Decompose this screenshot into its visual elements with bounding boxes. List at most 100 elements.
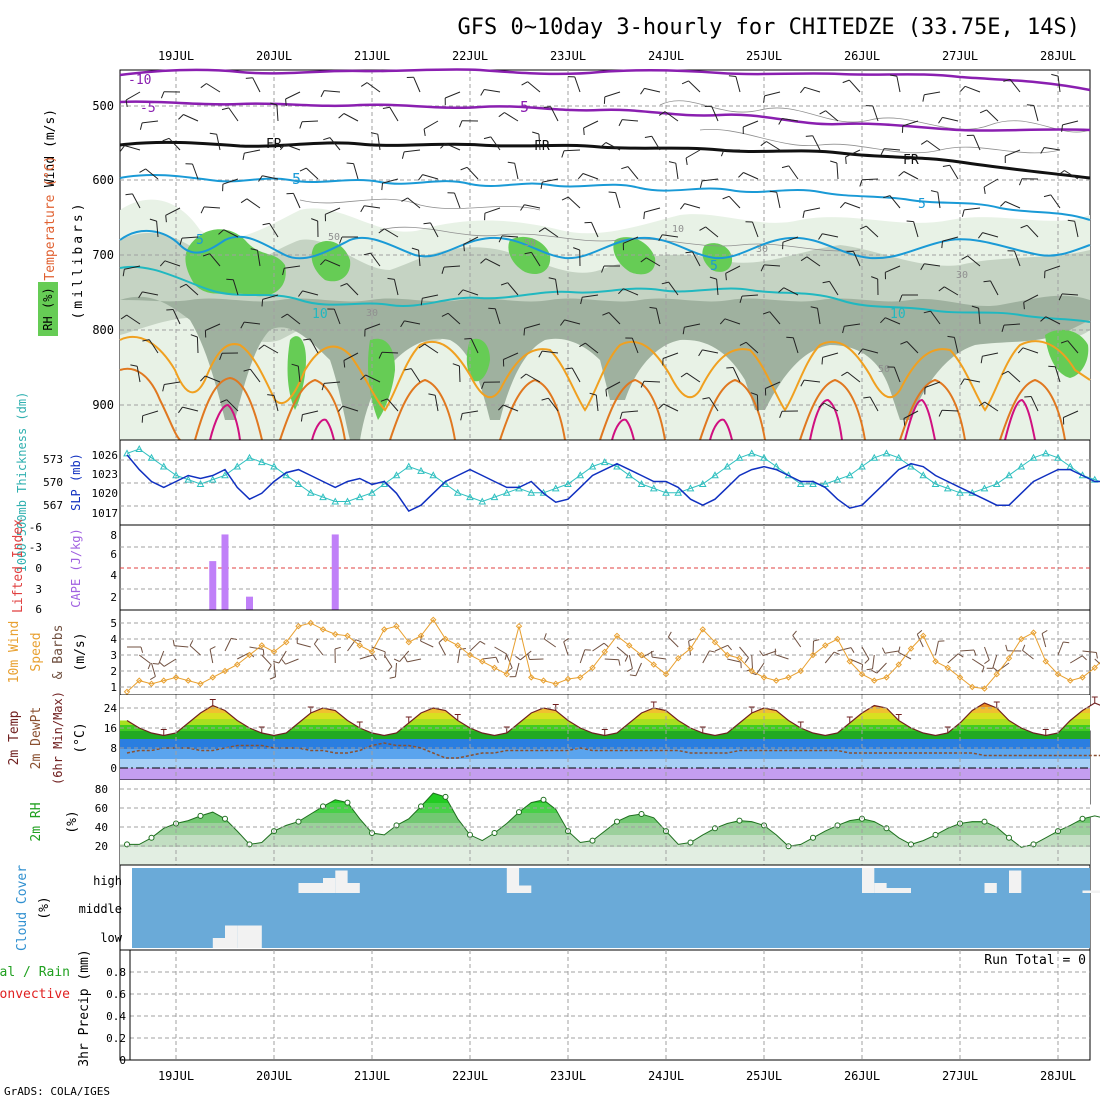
wind-barb-flag [992,667,999,672]
ylabel-thickness: 1000-500mb Thickness (dm) [15,392,29,573]
bottom-date-label: 23JUL [550,1069,586,1083]
upper-wind-barb-flag [728,75,736,77]
thickness-marker [245,453,254,461]
upper-wind-barb [287,313,301,325]
wind-speed-marker [711,638,719,646]
upper-wind-barb [454,192,461,209]
upper-wind-barb [555,279,559,296]
upper-wind-barb-flag [583,127,585,136]
thickness-marker [257,458,266,466]
upper-wind-barb-flag [979,109,987,114]
upper-wind-barb-flag [681,80,689,85]
wind-barb-flag [355,639,362,643]
upper-wind-barb [686,372,701,383]
upper-wind-barb-flag [1058,170,1065,176]
upper-wind-barb-flag [291,363,299,367]
upper-wind-barb [246,198,261,209]
upper-wind-barb-flag [960,378,965,386]
wind-barb [751,654,753,670]
upper-wind-barb [544,227,559,238]
upper-wind-barb [708,397,719,412]
upper-wind-barb [228,107,239,122]
upper-wind-barb-flag [480,258,487,264]
wind-barb-flag [792,630,797,636]
temp-ticks: 24 16 8 0 [104,702,118,775]
contour-label: 10 [312,307,328,322]
upper-wind-barb [986,109,999,122]
thickness-marker [674,488,683,496]
upper-wind-barb-flag [548,277,556,280]
upper-wind-barb-flag [618,119,623,127]
thickness-marker [723,462,732,470]
upper-wind-barb-flag [218,229,225,235]
wind-barb-flag [527,653,530,660]
upper-wind-barb [792,337,799,354]
upper-wind-barb [1023,294,1039,303]
upper-wind-barb-flag [947,335,955,338]
wind-speed-marker [773,677,780,684]
upper-wind-barb [884,148,901,151]
upper-wind-barb [675,163,679,180]
thickness-marker [564,479,572,487]
upper-wind-barb-flag [138,291,143,299]
cloud-cover-bar [886,888,911,893]
upper-wind-barb [164,260,181,267]
upper-wind-barb-flag [685,157,688,165]
cape-bar [209,561,217,610]
upper-wind-barb-flag [961,255,968,260]
upper-wind-barb [595,395,599,412]
upper-wind-barb [410,368,421,383]
upper-wind-barb-flag [738,172,744,178]
upper-wind-barb-flag [190,334,198,338]
upper-wind-barb-flag [166,309,174,311]
temp-vertical-grid [175,695,1059,780]
li-tick: 0 [35,562,42,575]
upper-wind-barb [711,106,719,122]
upper-wind-barb [782,118,799,122]
top-date-label: 20JUL [256,49,292,63]
upper-wind-barb [608,312,621,325]
purple-isotherms [119,68,1091,132]
wind-barb [1041,633,1047,648]
bottom-date-label: 25JUL [746,1069,782,1083]
ylabel-total-rain: Total / Rain [0,965,70,980]
upper-wind-barb-flag [898,171,905,177]
wind-barb [138,654,151,664]
upper-wind-barb [381,351,399,354]
wind-speed-marker [356,642,363,649]
upper-wind-barb [906,341,919,354]
wind-barb [714,644,729,652]
upper-wind-barb-flag [498,235,503,243]
upper-wind-barb [623,288,639,296]
upper-wind-barb [924,381,941,388]
upper-wind-barb-flag [906,220,914,223]
upper-wind-barb [423,120,439,130]
upper-wind-barb-flag [800,379,805,387]
wind-barb [935,641,939,656]
upper-wind-barb [531,252,541,267]
wind-barb-flag [269,676,276,680]
upper-wind-barb-flag [360,82,368,87]
upper-wind-barb-flag [258,344,265,350]
upper-wind-barb-flag [441,266,445,274]
wind-speed-marker [907,645,915,652]
wind-speed-marker [809,651,817,659]
rh-band [120,847,1090,865]
wind-barb [420,640,434,648]
upper-wind-barb [861,178,879,181]
wind-barb-flag [372,654,377,661]
wind-barb-flag [727,644,732,651]
thickness-marker [588,462,597,470]
upper-wind-barb-flag [378,228,385,234]
thickness-marker [147,453,156,461]
upper-wind-barb-flag [778,118,783,125]
wind-barb [359,654,374,660]
upper-wind-barb [445,143,461,151]
rh-green-patch [367,338,395,420]
contour-label: 10 [890,307,906,322]
upper-wind-barb-flag [842,79,850,84]
upper-wind-barb-flag [418,343,425,349]
rh-contour [699,128,1061,154]
upper-wind-barb [926,140,941,151]
wind-barb-flag [149,676,156,681]
